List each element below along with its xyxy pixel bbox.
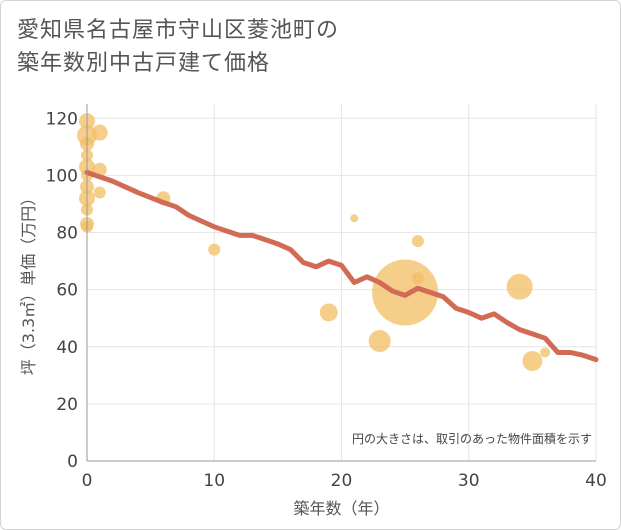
data-bubble — [411, 235, 424, 248]
y-axis-label: 坪（3.3㎡）単価（万円） — [19, 190, 38, 375]
y-tick-label: 0 — [67, 452, 78, 472]
x-tick-label: 40 — [585, 471, 607, 491]
data-bubble — [350, 214, 359, 223]
bubble-layer — [77, 113, 551, 372]
data-bubble — [319, 303, 338, 322]
y-tick-label: 80 — [56, 224, 78, 244]
trend-layer — [84, 170, 599, 363]
y-tick-label: 100 — [46, 166, 78, 186]
data-bubble — [91, 124, 108, 141]
y-tick-label: 60 — [56, 281, 78, 301]
data-bubble — [93, 186, 106, 199]
data-bubble — [368, 330, 391, 353]
chart-title: 愛知県名古屋市守山区菱池町の 築年数別中古戸建て価格 — [17, 14, 339, 80]
x-tick-label: 30 — [458, 471, 480, 491]
title-line-2: 築年数別中古戸建て価格 — [17, 51, 271, 76]
size-annotation: 円の大きさは、取引のあった物件面積を示す — [352, 431, 592, 446]
data-bubble — [540, 347, 551, 358]
y-tick-label: 40 — [56, 338, 78, 358]
y-tick-label: 20 — [56, 395, 78, 415]
x-axis-label: 築年数（年） — [293, 499, 389, 518]
x-tick-label: 10 — [203, 471, 225, 491]
trend-line — [84, 170, 599, 363]
data-bubble — [411, 272, 424, 285]
data-bubble — [208, 243, 221, 256]
x-tick-label: 20 — [331, 471, 353, 491]
tick-labels: 0 10 20 30 40 0 20 40 60 80 100 120 — [46, 109, 607, 491]
data-bubble — [522, 351, 543, 372]
y-tick-label: 120 — [46, 109, 78, 129]
axes — [86, 104, 596, 462]
title-line-1: 愛知県名古屋市守山区菱池町の — [17, 18, 340, 43]
data-bubble — [506, 273, 533, 300]
x-tick-label: 0 — [82, 471, 93, 491]
